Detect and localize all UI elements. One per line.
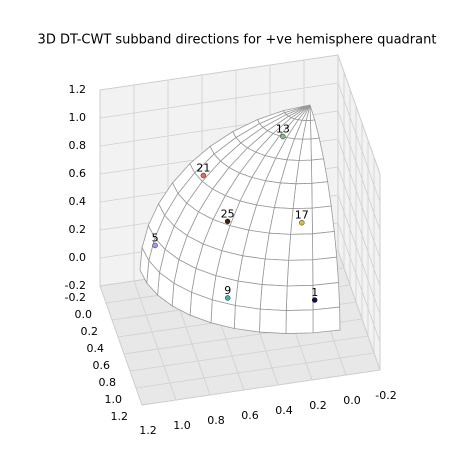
- sphere-patch: [233, 305, 261, 333]
- x-tick-label: 0.8: [99, 376, 117, 389]
- point-label: 13: [276, 123, 290, 136]
- grid-line: [337, 82, 381, 203]
- point: [200, 172, 207, 179]
- point-label: 21: [196, 162, 210, 175]
- grid-line: [337, 222, 381, 343]
- sphere-patch: [311, 205, 335, 235]
- x-tick-label: 0.0: [75, 308, 93, 321]
- y-tick-label: 1.2: [139, 424, 157, 437]
- y-tick-label: -0.2: [375, 389, 396, 402]
- sphere-patch: [139, 246, 150, 285]
- y-tick-label: 1.0: [173, 419, 191, 432]
- x-tick-label: 0.4: [87, 342, 105, 355]
- point: [299, 219, 305, 226]
- grid-line: [129, 335, 369, 372]
- x-tick-label: 0.2: [81, 325, 99, 338]
- sphere-patch: [288, 233, 314, 261]
- point: [312, 297, 318, 303]
- y-tick-label: 0.8: [207, 414, 225, 427]
- grid-line: [135, 352, 375, 389]
- grid-line: [99, 54, 339, 91]
- sphere-patch: [261, 258, 290, 287]
- z-tick-label: 1.2: [69, 83, 87, 96]
- point-label: 1: [311, 286, 318, 299]
- z-tick-label: -0.2: [65, 279, 86, 292]
- x-tick-label: 1.0: [105, 393, 123, 406]
- grid-line: [337, 54, 381, 175]
- z-tick-label: 0.2: [69, 223, 87, 236]
- grid-line: [337, 138, 381, 259]
- y-tick-label: 0.4: [275, 404, 293, 417]
- y-tick-label: 0.0: [343, 394, 361, 407]
- sphere-patch: [259, 308, 287, 334]
- point-label: 17: [295, 209, 309, 222]
- grid-line: [337, 250, 381, 371]
- z-tick-label: 0.6: [69, 167, 87, 180]
- y-tick-label: 0.6: [241, 409, 259, 422]
- grid-line: [337, 166, 381, 287]
- point: [280, 133, 286, 140]
- x-tick-label: -0.2: [65, 291, 86, 304]
- grid-line: [337, 194, 381, 315]
- sphere-patch: [312, 231, 338, 261]
- z-tick-label: 0.4: [69, 195, 87, 208]
- y-tick-label: 0.2: [309, 399, 327, 412]
- x-tick-label: 1.2: [111, 410, 129, 423]
- chart-title: 3D DT-CWT subband directions for +ve hem…: [38, 33, 437, 48]
- point-label: 9: [224, 284, 231, 297]
- z-tick-label: 1.0: [69, 111, 87, 124]
- x-tick-label: 0.6: [93, 359, 111, 372]
- sphere-patch: [312, 256, 339, 286]
- grid-line: [99, 82, 339, 119]
- sphere-patch: [259, 284, 288, 311]
- grid-line: [141, 369, 381, 406]
- point-label: 5: [152, 231, 159, 244]
- point: [152, 242, 158, 249]
- grid-line: [337, 110, 381, 231]
- z-tick-label: 0.0: [69, 251, 87, 264]
- grid-line: [133, 280, 177, 401]
- z-tick-label: 0.8: [69, 139, 87, 152]
- grid-line: [99, 285, 143, 406]
- point: [224, 295, 231, 301]
- point-label: 25: [221, 207, 235, 220]
- sphere-patch: [285, 309, 314, 334]
- point: [224, 218, 231, 225]
- sphere-patch: [311, 181, 332, 209]
- sphere-patch: [312, 306, 341, 334]
- sphere-patch: [286, 259, 314, 287]
- sphere-patch: [285, 284, 314, 311]
- sphere-patch: [234, 280, 263, 310]
